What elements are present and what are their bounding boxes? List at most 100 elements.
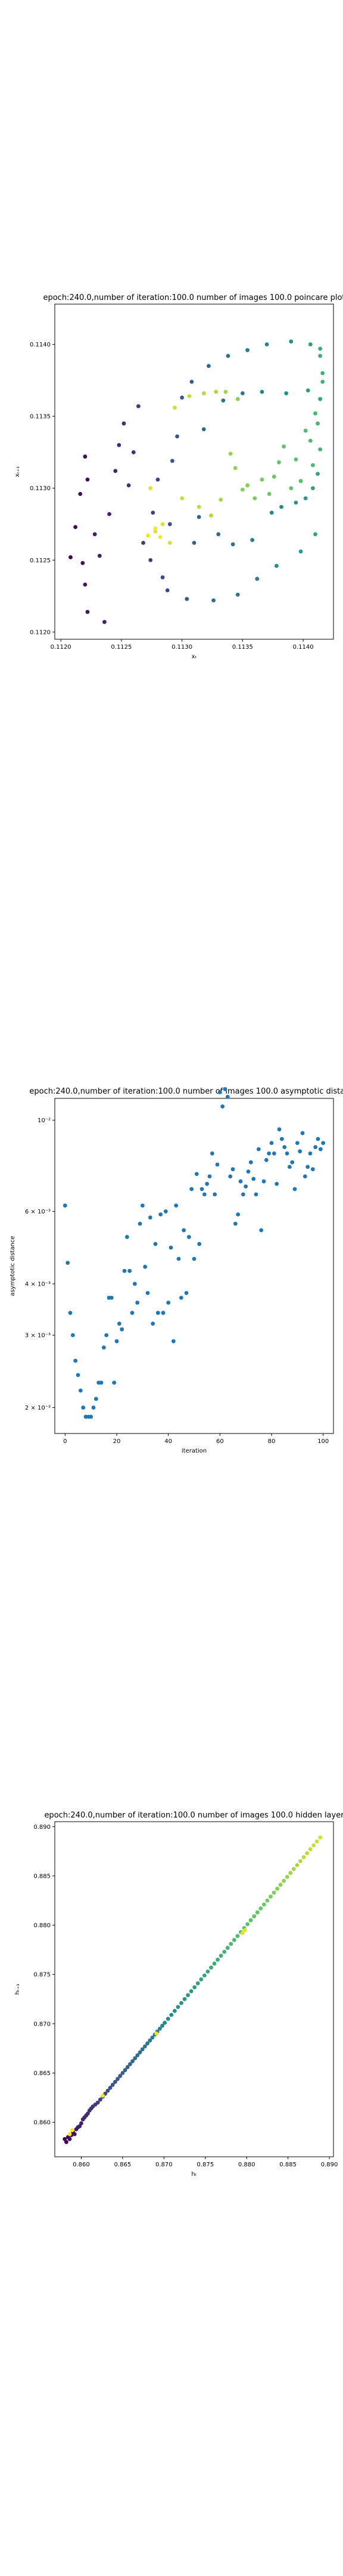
data-point <box>131 450 136 454</box>
x-axis-label: hₜ <box>191 2171 197 2178</box>
data-point <box>230 1167 235 1172</box>
poincare-chart: epoch:240.0,number of iteration:100.0 nu… <box>14 293 343 660</box>
data-point <box>303 1174 307 1179</box>
data-point <box>209 513 213 518</box>
data-point <box>117 442 121 447</box>
data-point <box>241 1192 245 1197</box>
y-tick-label: 0.1130 <box>30 485 51 492</box>
data-point <box>290 1160 295 1165</box>
data-point <box>316 421 320 426</box>
data-point <box>192 1985 197 1990</box>
data-point <box>272 1151 276 1156</box>
data-point <box>135 1301 140 1305</box>
data-point <box>221 398 226 403</box>
data-point <box>148 2038 152 2043</box>
data-point <box>104 1333 109 1337</box>
x-tick-label: 0.1140 <box>293 644 314 651</box>
y-tick-label: 0.870 <box>33 2021 51 2027</box>
data-point <box>83 454 88 459</box>
data-point <box>260 477 264 482</box>
x-axis-label: xₜ <box>192 654 197 660</box>
data-point <box>63 1203 67 1208</box>
y-tick-label: 0.885 <box>33 1873 51 1880</box>
data-point <box>157 2026 162 2031</box>
data-point <box>211 598 216 603</box>
data-point <box>318 397 323 401</box>
data-point <box>91 1405 96 1410</box>
data-point <box>101 2094 105 2098</box>
data-point <box>236 1212 241 1217</box>
data-point <box>151 510 155 515</box>
data-point <box>219 497 223 502</box>
data-point <box>85 477 90 482</box>
data-point <box>161 1311 166 1315</box>
data-point <box>215 1162 220 1167</box>
data-point <box>311 463 315 467</box>
data-point <box>289 339 294 344</box>
data-point <box>314 1839 319 1844</box>
data-point <box>148 486 153 491</box>
data-point <box>279 1137 284 1141</box>
x-tick-label: 0 <box>63 1438 67 1445</box>
data-point <box>305 1165 310 1169</box>
x-tick-label: 80 <box>268 1438 276 1445</box>
data-point <box>294 457 298 462</box>
data-point <box>199 1187 204 1191</box>
data-point <box>73 1358 78 1363</box>
data-point <box>264 1158 269 1162</box>
data-point <box>308 342 313 346</box>
y-tick-label: 0.865 <box>33 2070 51 2077</box>
data-point <box>223 1087 227 1091</box>
y-tick-label: 4 × 10⁻³ <box>25 1281 51 1287</box>
data-point <box>113 469 118 473</box>
data-point <box>98 2097 102 2102</box>
data-point <box>274 564 279 568</box>
chart-title: epoch:240.0,number of iteration:100.0 nu… <box>44 1811 343 1820</box>
data-point <box>199 1977 204 1981</box>
y-tick-label: 2 × 10⁻³ <box>25 1405 51 1411</box>
data-point <box>194 1172 199 1176</box>
data-point <box>197 504 201 509</box>
data-point <box>187 394 192 398</box>
x-tick-label: 0.1125 <box>111 644 132 651</box>
data-point <box>125 2065 130 2069</box>
data-point <box>135 2053 140 2058</box>
data-point <box>282 444 286 449</box>
data-point <box>163 1209 168 1213</box>
data-point <box>166 2017 170 2021</box>
y-tick-label: 0.1125 <box>30 558 51 564</box>
data-point <box>150 2035 155 2040</box>
data-point <box>189 379 194 384</box>
data-point <box>305 388 310 393</box>
data-point <box>67 2137 72 2141</box>
data-point <box>232 1937 236 1942</box>
data-point <box>202 1192 207 1197</box>
data-point <box>285 1151 289 1156</box>
data-point <box>73 525 77 530</box>
plot-frame <box>54 304 334 640</box>
data-point <box>72 2132 77 2137</box>
data-point <box>216 1958 220 1962</box>
data-point <box>92 532 97 537</box>
data-point <box>68 555 73 559</box>
data-point <box>320 379 325 384</box>
data-point <box>153 1241 158 1246</box>
data-point <box>176 1256 181 1261</box>
data-point <box>195 1981 200 1986</box>
x-axis-label: iteration <box>182 1448 207 1454</box>
data-point <box>154 2031 159 2036</box>
plot-frame <box>54 1821 334 2157</box>
data-point <box>205 1182 210 1186</box>
data-point <box>255 577 260 581</box>
data-point <box>185 597 189 601</box>
data-point <box>295 1141 300 1145</box>
data-point <box>171 1339 176 1343</box>
data-point <box>269 1141 274 1145</box>
data-point <box>163 2020 167 2025</box>
x-tick-label: 40 <box>164 1438 172 1445</box>
data-point <box>127 2062 132 2067</box>
data-point <box>269 510 274 515</box>
data-point <box>109 1295 114 1300</box>
data-point <box>180 395 185 400</box>
chart-title: epoch:240.0,number of iteration:100.0 nu… <box>43 293 343 302</box>
